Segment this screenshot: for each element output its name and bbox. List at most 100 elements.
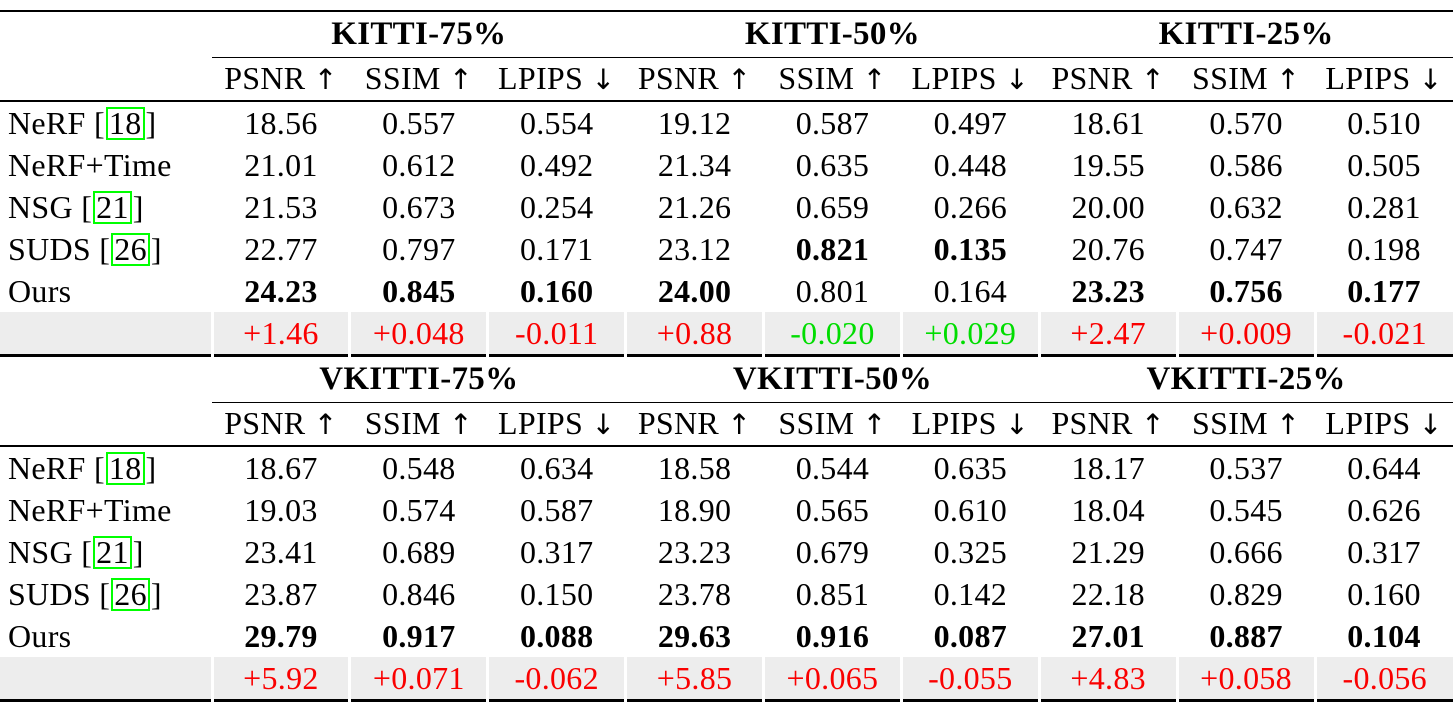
corner-empty-cell [0, 357, 212, 403]
delta-value: +4.83 [1037, 657, 1178, 701]
metric-header: PSNR ↑ [1039, 402, 1178, 447]
metric-header: PSNR ↑ [625, 402, 764, 447]
delta-row-empty-cell [0, 312, 212, 356]
metric-value: 0.545 [1209, 492, 1283, 528]
table-row: NeRF [18] 18.67 0.548 0.634 18.58 0.544 0.635 1… [0, 446, 1453, 489]
metric-header-empty-cell [0, 402, 212, 447]
metric-value: 0.851 [795, 576, 870, 612]
metric-value: 24.00 [657, 273, 732, 309]
metric-value: 0.846 [382, 576, 456, 612]
table-row: Ours 24.23 0.845 0.160 24.00 0.801 0.164 23.23 0… [0, 270, 1453, 312]
metric-value: 0.150 [519, 576, 594, 612]
metric-header: LPIPS ↓ [487, 57, 626, 102]
method-label: Ours [8, 618, 72, 654]
metric-value: 0.574 [382, 492, 456, 528]
metric-value: 22.77 [244, 231, 318, 267]
delta-value: +2.47 [1037, 312, 1178, 356]
delta-value: +0.058 [1175, 657, 1315, 701]
metric-value: 0.586 [1209, 147, 1283, 183]
metric-header: SSIM ↑ [763, 57, 902, 102]
metric-header-empty-cell [0, 57, 212, 102]
arrow-up-icon: ↑ [313, 408, 338, 441]
metric-value: 20.76 [1071, 231, 1145, 267]
metric-value: 0.160 [519, 273, 594, 309]
metric-value: 0.689 [382, 534, 456, 570]
metric-value: 0.557 [382, 105, 456, 141]
arrow-up-icon: ↑ [862, 63, 887, 96]
metric-value: 0.610 [933, 492, 1008, 528]
metric-value: 0.104 [1347, 618, 1421, 654]
metric-value: 0.142 [933, 576, 1008, 612]
method-label: NeRF+Time [8, 492, 172, 528]
delta-value: -0.056 [1313, 657, 1453, 701]
metric-value: 0.164 [933, 273, 1008, 309]
metric-header: SSIM ↑ [1177, 402, 1315, 447]
metric-header: PSNR ↑ [1039, 57, 1178, 102]
metric-value: 0.821 [795, 231, 870, 267]
arrow-up-icon: ↑ [727, 63, 752, 96]
delta-value: +5.85 [624, 657, 764, 701]
metric-value: 24.23 [244, 273, 318, 309]
arrow-down-icon: ↓ [591, 63, 616, 96]
metric-header: LPIPS ↓ [1315, 402, 1453, 447]
table-row: SUDS [26] 22.77 0.797 0.171 23.12 0.821 0.135 2… [0, 228, 1453, 270]
arrow-up-icon: ↑ [313, 63, 338, 96]
metric-header: LPIPS ↓ [901, 402, 1040, 447]
metric-value: 19.12 [657, 105, 732, 141]
metric-header: PSNR ↑ [212, 57, 350, 102]
metric-value: 20.00 [1071, 189, 1145, 225]
metric-value: 27.01 [1071, 618, 1145, 654]
table-row: NSG [21] 23.41 0.689 0.317 23.23 0.679 0.325 21… [0, 531, 1453, 573]
method-label: SUDS [26] [8, 576, 162, 612]
citation-link[interactable]: 21 [93, 191, 132, 225]
metric-value: 0.635 [795, 147, 870, 183]
metric-value: 0.916 [795, 618, 870, 654]
corner-empty-cell [0, 11, 212, 58]
metric-header-row: PSNR ↑ SSIM ↑ LPIPS ↓ PSNR ↑ SSIM ↑ LPIPS ↓ PS… [0, 57, 1453, 102]
dataset-header-row: VKITTI-75% VKITTI-50% VKITTI-25% [0, 357, 1453, 403]
metric-value: 0.635 [933, 450, 1008, 486]
results-tables-container: KITTI-75% KITTI-50% KITTI-25% PSNR ↑ SSIM ↑ L… [0, 10, 1453, 702]
citation-link[interactable]: 18 [105, 107, 145, 141]
metric-value: 23.12 [657, 231, 732, 267]
metric-value: 23.41 [244, 534, 318, 570]
citation-link[interactable]: 18 [105, 452, 145, 486]
delta-value: +0.071 [348, 657, 488, 701]
metric-value: 0.570 [1209, 105, 1283, 141]
arrow-up-icon: ↑ [1141, 408, 1165, 441]
metric-value: 0.448 [933, 147, 1008, 183]
metric-value: 0.266 [933, 189, 1008, 225]
delta-row-empty-cell [0, 657, 212, 701]
metric-value: 21.53 [244, 189, 318, 225]
metric-value: 22.18 [1071, 576, 1145, 612]
metric-value: 0.917 [382, 618, 456, 654]
metric-value: 0.887 [1209, 618, 1283, 654]
metric-value: 0.544 [795, 450, 870, 486]
metric-value: 0.829 [1209, 576, 1283, 612]
method-label: NSG [21] [8, 189, 144, 225]
metric-value: 0.587 [519, 492, 594, 528]
delta-value: -0.055 [899, 657, 1040, 701]
metric-header: LPIPS ↓ [487, 402, 626, 447]
metric-value: 0.198 [1347, 231, 1421, 267]
metric-value: 21.26 [657, 189, 732, 225]
metric-header: SSIM ↑ [1177, 57, 1315, 102]
metric-value: 18.67 [244, 450, 318, 486]
dataset-header: KITTI-25% [1039, 11, 1453, 58]
citation-link[interactable]: 26 [111, 578, 150, 612]
metric-value: 23.23 [1071, 273, 1145, 309]
metric-value: 23.78 [657, 576, 732, 612]
metric-value: 0.317 [1347, 534, 1421, 570]
metric-header: PSNR ↑ [212, 402, 350, 447]
metric-header: SSIM ↑ [763, 402, 902, 447]
metric-value: 0.634 [519, 450, 594, 486]
arrow-up-icon: ↑ [448, 408, 473, 441]
delta-value: +1.46 [210, 312, 350, 356]
metric-value: 0.756 [1209, 273, 1283, 309]
citation-link[interactable]: 26 [111, 233, 150, 267]
arrow-down-icon: ↓ [1005, 63, 1029, 96]
metric-value: 0.626 [1347, 492, 1421, 528]
citation-link[interactable]: 21 [93, 536, 132, 570]
arrow-down-icon: ↓ [1418, 63, 1443, 96]
